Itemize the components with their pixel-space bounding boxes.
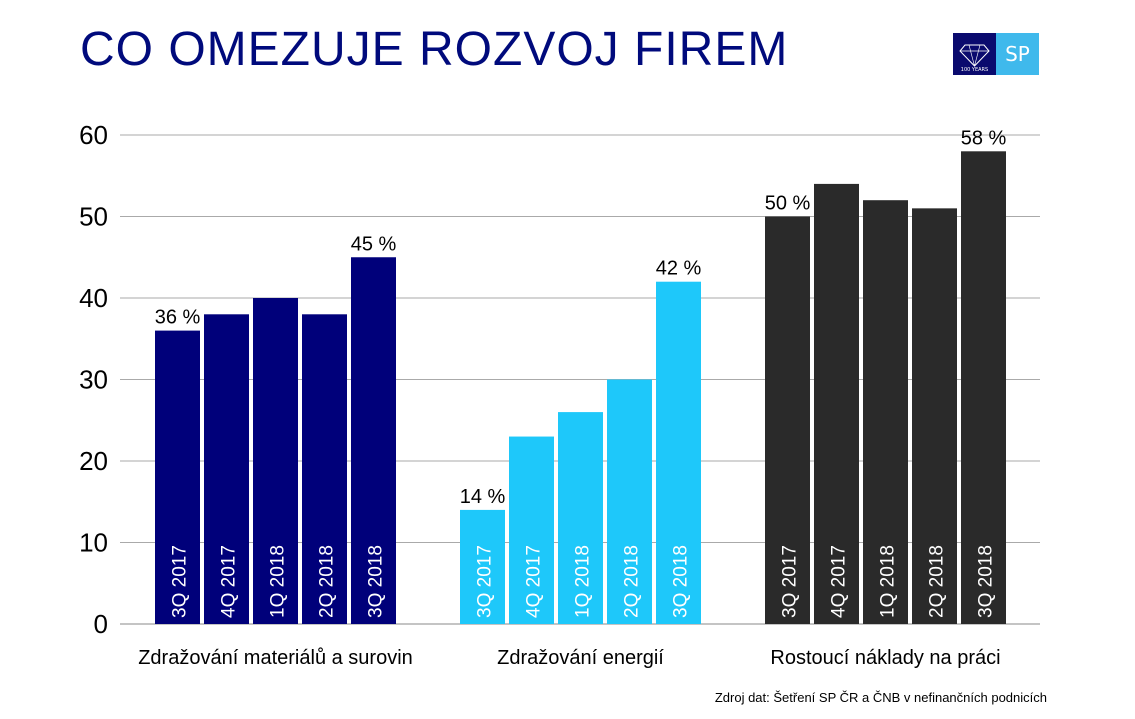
bar: [460, 509, 505, 624]
period-label: 4Q 2017: [219, 545, 240, 618]
category-label: Zdražování materiálů a surovin: [138, 647, 413, 669]
bar: [656, 281, 701, 624]
diamond-logo-icon: 100 YEARS: [953, 33, 996, 75]
category-label: Zdražování energií: [497, 647, 664, 669]
bar: [351, 257, 396, 624]
bar: [558, 412, 603, 624]
bar: [155, 330, 200, 624]
period-label: 3Q 2018: [671, 545, 692, 618]
bar: [961, 151, 1006, 625]
bar: [607, 379, 652, 624]
period-label: 3Q 2018: [976, 545, 997, 618]
y-tick-label: 0: [94, 609, 108, 639]
period-label: 3Q 2017: [170, 545, 191, 618]
period-label: 3Q 2017: [475, 545, 496, 618]
category-label: Rostoucí náklady na práci: [770, 647, 1000, 669]
period-label: 1Q 2018: [573, 545, 594, 618]
period-label: 3Q 2018: [366, 545, 387, 618]
data-label: 14 %: [460, 486, 506, 508]
bar: [765, 216, 810, 624]
bar: [912, 208, 957, 624]
bar: [204, 314, 249, 624]
data-label: 50 %: [765, 193, 811, 215]
source-note: Zdroj dat: Šetření SP ČR a ČNB v nefinan…: [714, 690, 1047, 705]
sp-logo: 100 YEARS SP: [953, 33, 1039, 75]
y-tick-label: 20: [79, 446, 108, 476]
period-label: 4Q 2017: [829, 545, 850, 618]
bar: [863, 200, 908, 624]
page-title: CO OMEZUJE ROZVOJ FIREM: [80, 23, 789, 76]
bar: [814, 183, 859, 624]
data-label: 36 %: [155, 307, 201, 329]
period-label: 2Q 2018: [927, 545, 948, 618]
period-label: 2Q 2018: [622, 545, 643, 618]
period-label: 4Q 2017: [524, 545, 545, 618]
period-label: 1Q 2018: [878, 545, 899, 618]
y-tick-label: 50: [79, 202, 108, 232]
period-label: 1Q 2018: [268, 545, 289, 618]
bar: [302, 314, 347, 624]
y-tick-label: 40: [79, 283, 108, 313]
period-label: 3Q 2017: [780, 545, 801, 618]
data-label: 42 %: [656, 258, 702, 280]
data-label: 45 %: [351, 233, 397, 255]
bar: [253, 298, 298, 624]
logo-years-text: 100 YEARS: [960, 67, 989, 73]
y-tick-label: 30: [79, 365, 108, 395]
period-label: 2Q 2018: [317, 545, 338, 618]
logo-sp-text: SP: [996, 33, 1039, 75]
y-tick-label: 60: [79, 120, 108, 150]
y-tick-label: 10: [79, 528, 108, 558]
bar: [509, 436, 554, 624]
data-label: 58 %: [961, 127, 1007, 149]
